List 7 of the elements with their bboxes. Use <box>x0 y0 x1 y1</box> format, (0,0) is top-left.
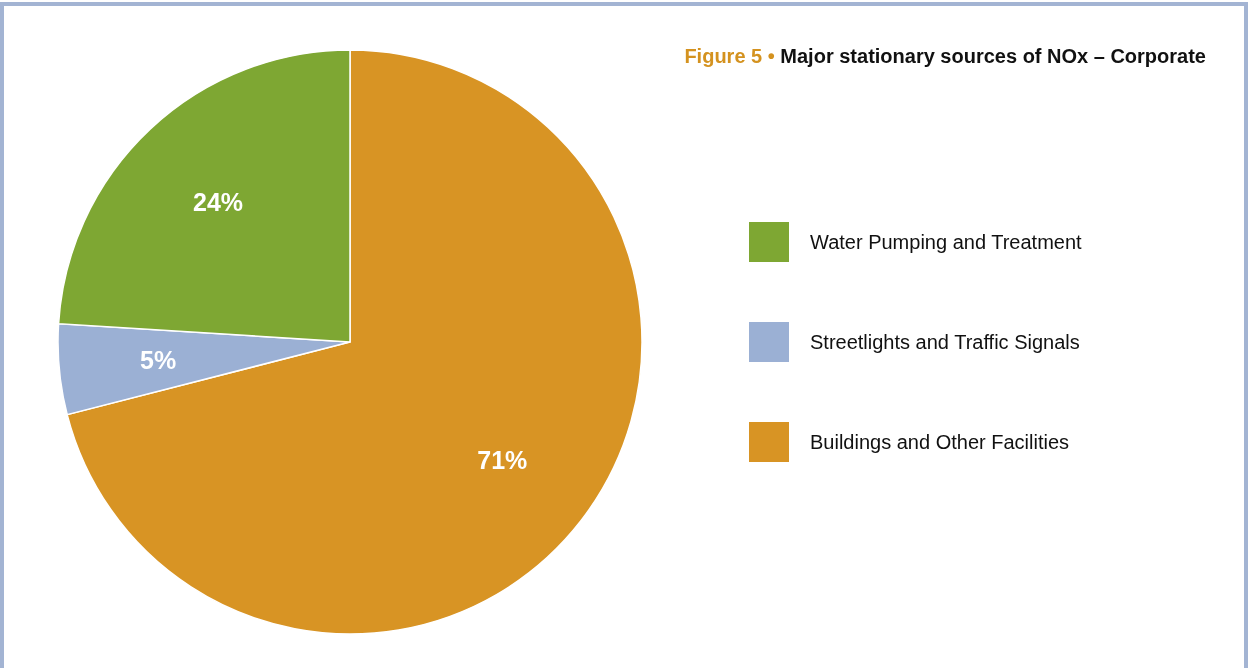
chart-title: Figure 5 • Major stationary sources of NOx – Corporate <box>684 45 1206 67</box>
legend-label: Buildings and Other Facilities <box>810 431 1070 453</box>
data-label: 24% <box>193 187 244 216</box>
data-label: 5% <box>140 346 177 375</box>
data-label: 71% <box>477 446 528 475</box>
legend-label: Water Pumping and Treatment <box>810 231 1083 253</box>
legend-label: Streetlights and Traffic Signals <box>810 331 1080 353</box>
